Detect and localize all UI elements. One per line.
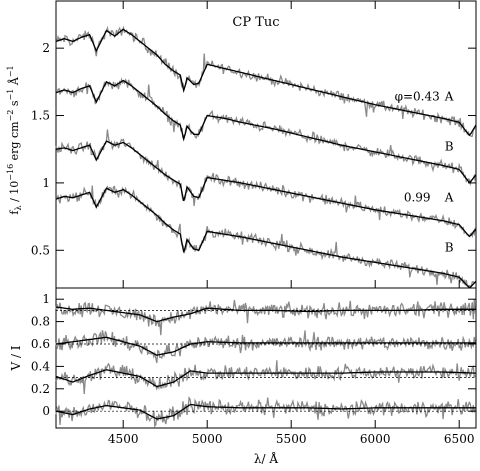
bottom-y-tick-label-2: 0.4	[31, 359, 50, 373]
bottom-y-axis-label: V / I	[9, 345, 23, 371]
bottom-y-tick-label-1: 0.2	[31, 382, 50, 396]
x-tick-label-0: 4500	[108, 432, 139, 446]
top-panel: 0.5 1 1.5 2 φ=0.43 A B 0.99 A B CP Tuc fλ / 10−1…	[6, 0, 477, 289]
bottom-series-observed-0	[55, 299, 476, 336]
bottom-series-model-3	[55, 403, 476, 420]
chart-title: CP Tuc	[232, 15, 279, 30]
top-series-model-1	[55, 79, 477, 184]
bottom-y-tick-label-4: 0.8	[31, 315, 50, 329]
x-tick-label-2: 5500	[276, 432, 307, 446]
annotation-1: A	[444, 90, 454, 104]
x-axis-label: λ/ Å	[254, 451, 278, 466]
top-y-ticks: 0.5 1 1.5 2	[31, 41, 476, 257]
top-y-tick-label-2: 1.5	[31, 109, 50, 123]
x-tick-label-3: 6000	[360, 432, 391, 446]
top-y-tick-label-3: 2	[42, 41, 50, 55]
bottom-panel: 0 0.2 0.4 0.6 0.8 1 4500 5000 5500 6000 6500 V / …	[9, 1, 477, 466]
annotation-3: 0.99	[404, 191, 431, 205]
bottom-series-model-2	[55, 369, 476, 388]
annotation-2: B	[445, 140, 454, 154]
top-model-fits	[55, 28, 477, 289]
top-y-tick-label-0: 0.5	[31, 243, 50, 257]
top-series-model-3	[55, 187, 477, 289]
bottom-model-fits	[55, 306, 476, 420]
annotation-0: φ=0.43	[395, 90, 440, 104]
x-ticks: 4500 5000 5500 6000 6500	[108, 1, 475, 446]
x-tick-label-4: 6500	[444, 432, 475, 446]
top-y-axis-label: fλ / 10−16 erg cm−2 s−1 Å−1	[6, 65, 23, 214]
bottom-y-ticks: 0 0.2 0.4 0.6 0.8 1	[31, 292, 476, 418]
annotation-4: A	[444, 191, 454, 205]
bottom-y-tick-label-5: 1	[42, 292, 50, 306]
top-series-observed-3	[55, 185, 476, 287]
x-tick-label-1: 5000	[192, 432, 223, 446]
top-series-model-0	[55, 28, 477, 137]
bottom-series-model-1	[55, 336, 476, 356]
bottom-y-tick-label-0: 0	[42, 404, 50, 418]
top-y-tick-label-1: 1	[42, 176, 50, 190]
top-series-observed-2	[55, 129, 476, 239]
bottom-y-tick-label-3: 0.6	[31, 337, 50, 351]
annotation-5: B	[445, 241, 454, 255]
bottom-series-model-0	[55, 306, 476, 323]
top-series-model-2	[55, 140, 477, 238]
top-annotations: φ=0.43 A B 0.99 A B	[395, 90, 454, 255]
